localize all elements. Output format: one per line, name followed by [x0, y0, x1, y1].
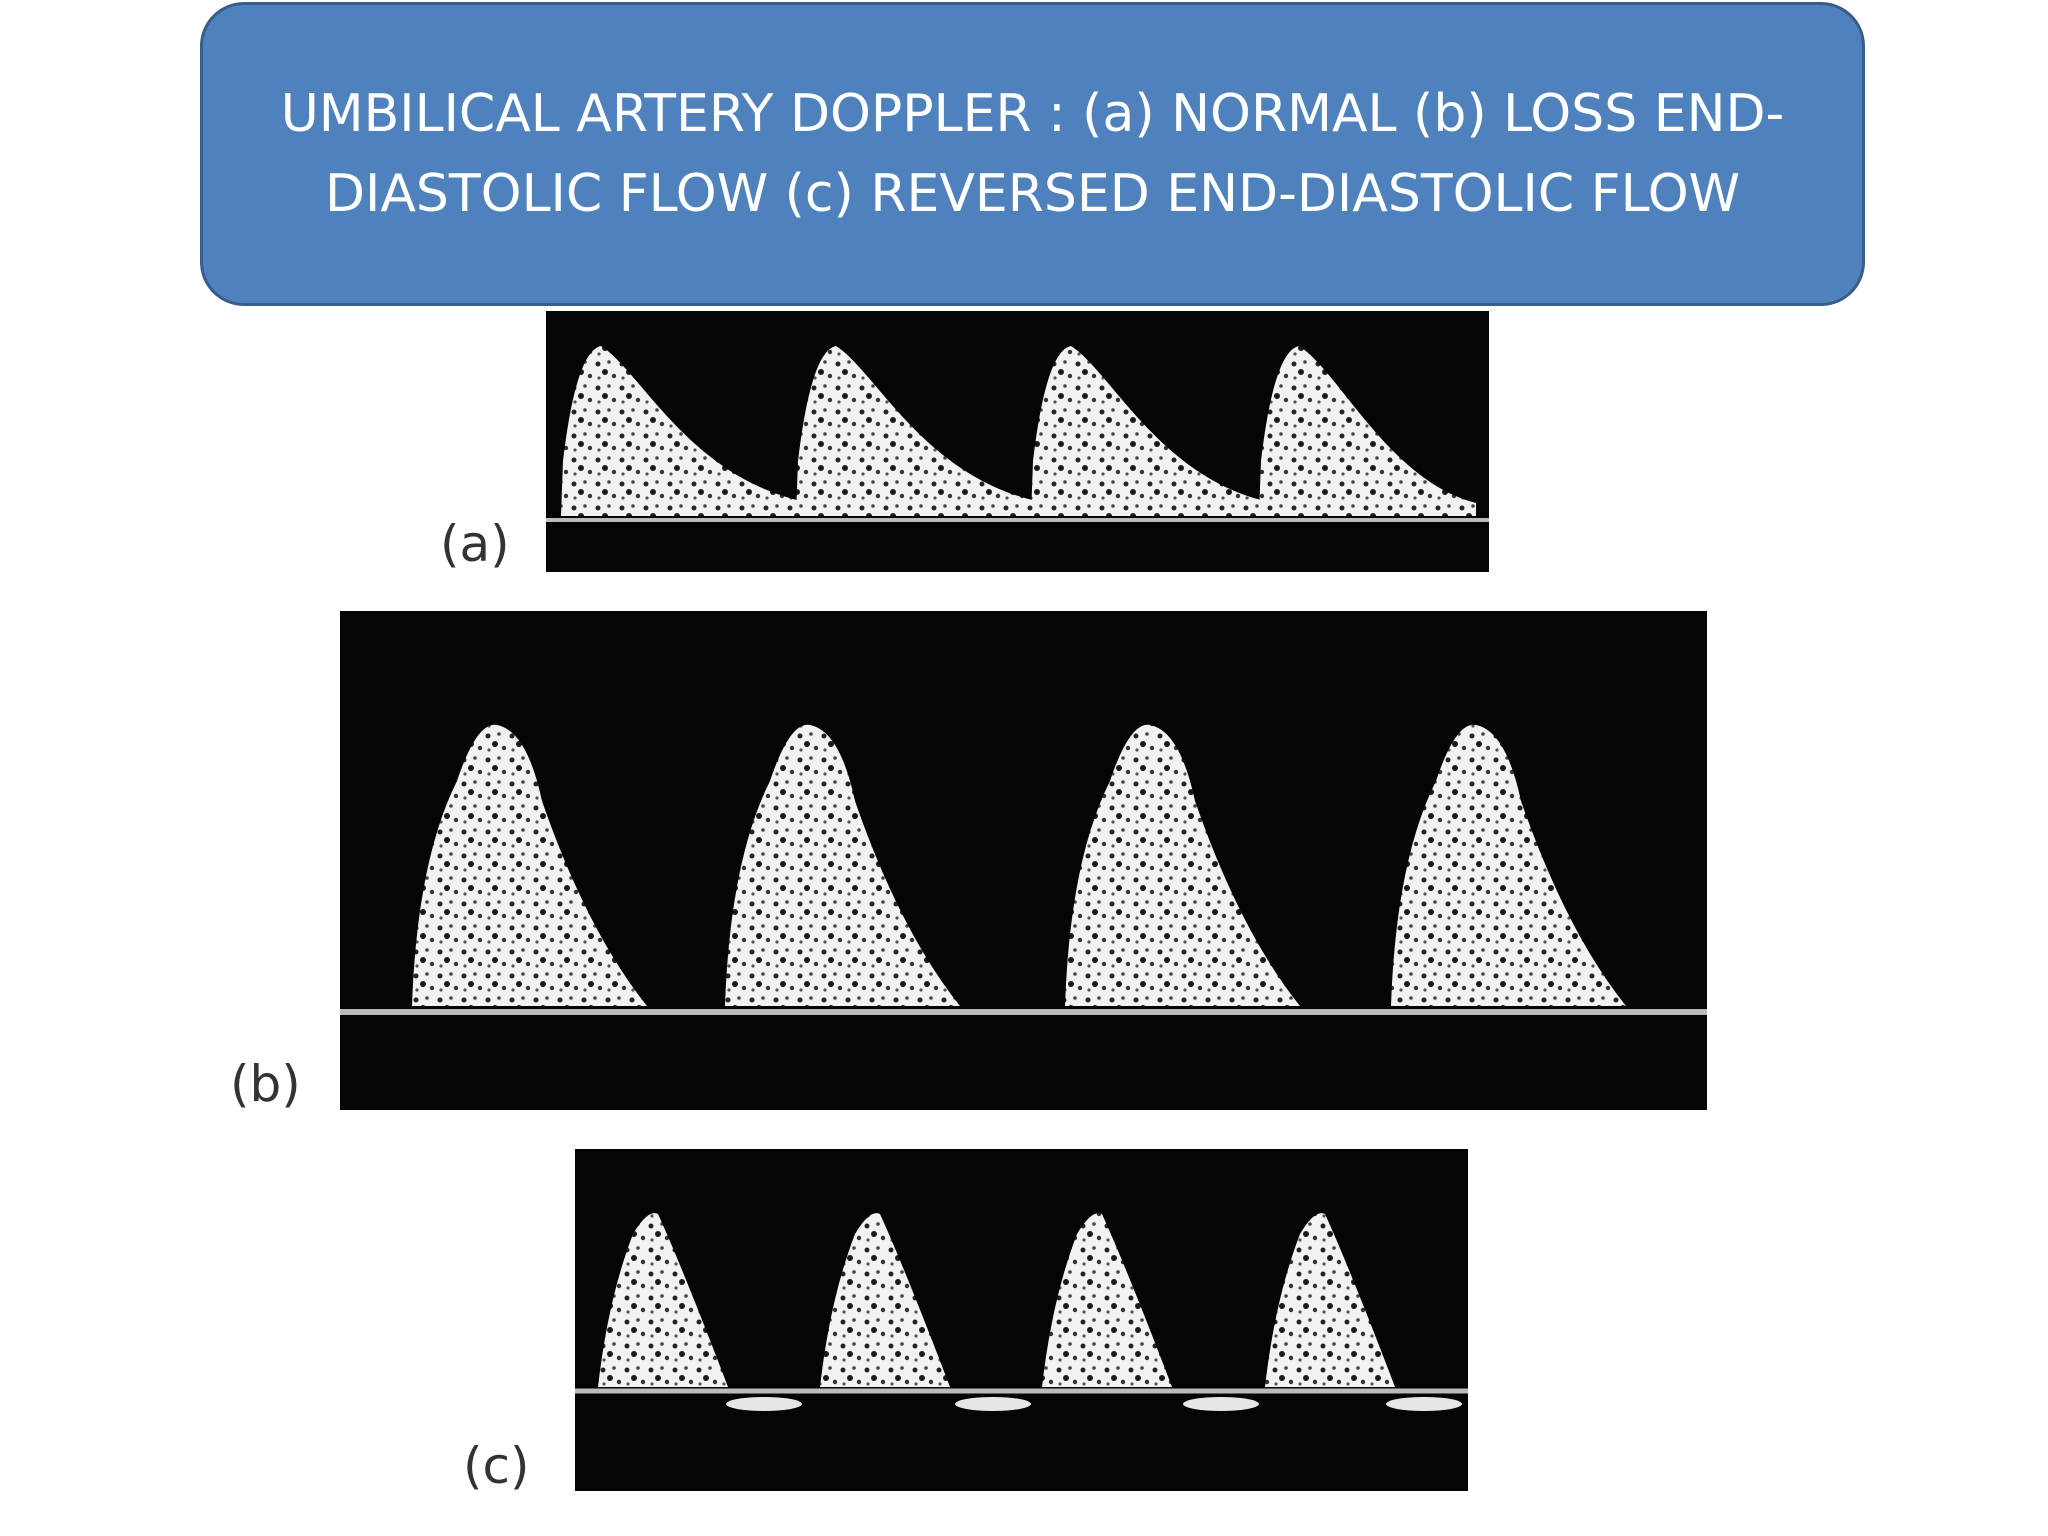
waveform — [1183, 1397, 1259, 1411]
waveform — [1391, 724, 1626, 1006]
waveform — [820, 1213, 950, 1387]
waveform — [796, 346, 1046, 516]
waveform — [725, 724, 960, 1006]
doppler-panel — [340, 611, 1707, 1110]
doppler-panel — [575, 1149, 1468, 1491]
waveform — [412, 724, 647, 1006]
panel-label: (c) — [463, 1437, 530, 1495]
waveform — [726, 1397, 802, 1411]
title-line: UMBILICAL ARTERY DOPPLER : (a) NORMAL (b… — [280, 84, 1785, 144]
doppler-panel — [546, 311, 1489, 572]
waveform — [1031, 346, 1274, 516]
waveform — [1259, 346, 1476, 516]
title-line: DIASTOLIC FLOW (c) REVERSED END-DIASTOLI… — [324, 164, 1741, 224]
panel-label: (b) — [230, 1055, 301, 1113]
waveform — [955, 1397, 1031, 1411]
waveform — [598, 1213, 728, 1387]
waveform — [561, 346, 811, 516]
title-box: UMBILICAL ARTERY DOPPLER : (a) NORMAL (b… — [200, 2, 1865, 306]
waveform — [1386, 1397, 1462, 1411]
waveform — [1265, 1213, 1395, 1387]
panel-label: (a) — [440, 515, 510, 573]
waveform — [1065, 724, 1300, 1006]
waveform — [1042, 1213, 1172, 1387]
